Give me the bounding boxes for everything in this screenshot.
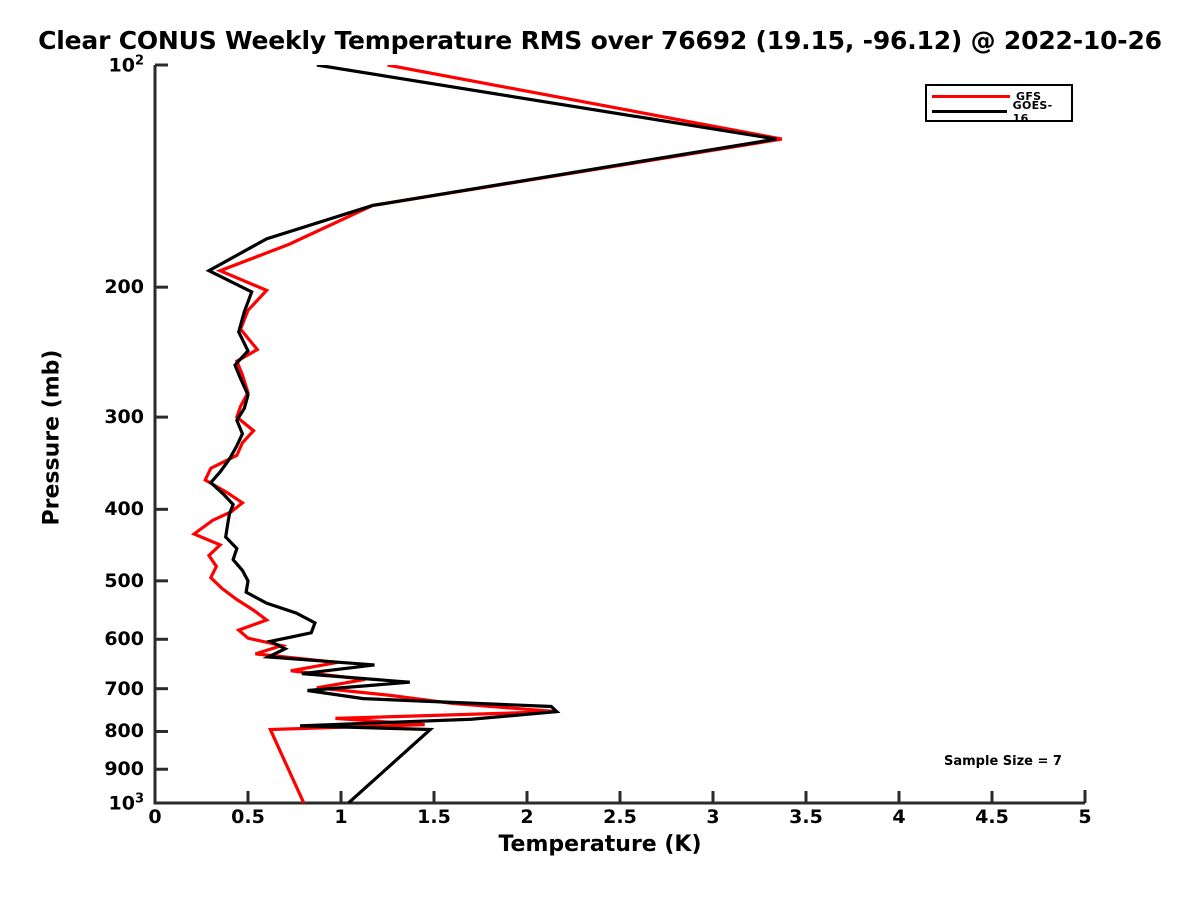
x-tick-label: 2: [520, 806, 534, 828]
legend-swatch-goes16: [932, 110, 1007, 113]
legend-entry-gfs: GFS: [932, 89, 1066, 104]
legend-entry-goes16: GOES-16: [932, 99, 1066, 125]
y-tick-label: 300: [104, 406, 144, 429]
y-tick-label: 700: [104, 677, 144, 700]
x-tick-label: 4.5: [975, 806, 1009, 828]
x-axis-label: Temperature (K): [498, 832, 702, 857]
y-tick-label: 900: [104, 758, 144, 781]
y-tick-label: 500: [104, 569, 144, 592]
x-tick-label: 1.5: [417, 806, 451, 828]
sample-size-annotation: Sample Size = 7: [944, 754, 1062, 769]
series-line-goes-16: [205, 65, 777, 803]
x-tick-label: 3: [706, 806, 720, 828]
y-tick-label: 800: [104, 720, 144, 743]
x-tick-label: 3.5: [789, 806, 823, 828]
x-tick-label: 0.5: [231, 806, 265, 828]
y-tick-label: 200: [104, 276, 144, 299]
x-tick-label: 1: [334, 806, 348, 828]
chart-legend: GFS GOES-16: [925, 84, 1073, 125]
series-line-gfs: [190, 65, 783, 803]
chart-title: Clear CONUS Weekly Temperature RMS over …: [38, 26, 1162, 55]
legend-label-goes16: GOES-16: [1012, 98, 1053, 125]
y-tick-label: 102: [108, 53, 145, 77]
axes-frame: [153, 63, 1087, 805]
y-tick-label: 600: [104, 628, 144, 651]
axis-ticks: [153, 285, 1087, 803]
x-tick-label: 5: [1078, 806, 1092, 828]
y-tick-label: 103: [108, 791, 145, 815]
y-tick-label: 400: [104, 498, 144, 521]
legend-swatch-gfs: [932, 95, 1010, 98]
x-tick-label: 0: [148, 806, 162, 828]
x-tick-label: 4: [892, 806, 906, 828]
x-tick-label: 2.5: [603, 806, 637, 828]
data-series: [190, 65, 783, 803]
legend-label-gfs: GFS: [1016, 90, 1042, 103]
